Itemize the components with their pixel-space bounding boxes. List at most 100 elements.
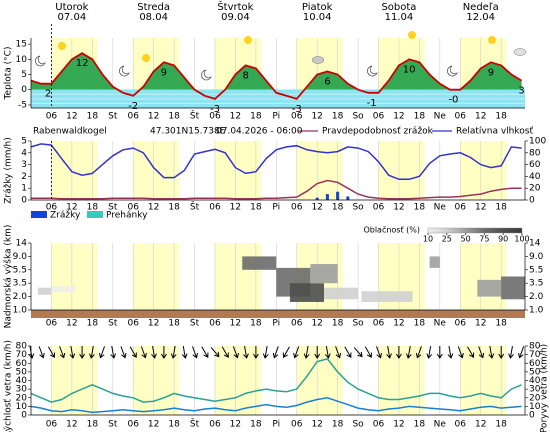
x-tick-label: St (108, 203, 118, 213)
cloud-cell (37, 287, 52, 295)
x-tick-label: 18 (495, 319, 507, 329)
x-tick-label: 12 (311, 319, 322, 329)
x-tick-label: 18 (332, 420, 344, 430)
cloud-cell (242, 256, 277, 270)
y-tick-label: 10 (16, 402, 28, 412)
y2-tick-label: 2.0 (529, 292, 544, 302)
wind-arrow (282, 346, 290, 359)
x-tick-label: 18 (87, 319, 99, 329)
series-line (30, 143, 522, 181)
wind-arrow (120, 346, 127, 359)
sun-icon (488, 36, 496, 44)
x-tick-label: 18 (250, 112, 262, 122)
y-tick-label: 0 (21, 411, 27, 421)
x-tick-label: 12 (230, 420, 241, 430)
wind-arrow (353, 347, 363, 358)
wind-arrow (426, 346, 433, 359)
precip-bar (346, 196, 350, 200)
x-tick-label: 12 (66, 319, 77, 329)
y2-tick-label: 100 (529, 137, 546, 147)
legend-label: Prehánky (106, 211, 148, 221)
temperature-label: 10 (403, 64, 416, 75)
coords: 47.301N15.738E (150, 127, 226, 137)
cloud-cell (323, 287, 359, 300)
precip-bar (336, 191, 340, 200)
x-tick-label: 18 (250, 203, 262, 213)
x-tick-label: 12 (148, 112, 159, 122)
temperature-label: 9 (161, 67, 167, 78)
x-tick-label: So (352, 112, 364, 122)
wind-arrow (210, 347, 220, 358)
y-tick-label: 0 (21, 85, 27, 95)
day-date: 10.04 (303, 12, 332, 23)
precip-bar (315, 197, 319, 200)
wind-arrow (262, 346, 269, 359)
day-name: Streda (137, 2, 170, 13)
y2-tick-label: 80 (529, 342, 541, 352)
temperature-label: 9 (488, 67, 494, 78)
y-tick-label: 15 (16, 40, 27, 50)
wind-arrow (47, 346, 56, 359)
x-tick-label: 06 (455, 420, 467, 430)
y2-tick-label: 30 (529, 385, 541, 395)
legend-swatch (31, 211, 47, 218)
wind-arrow (69, 346, 76, 359)
legend-swatch (87, 211, 103, 218)
x-tick-label: 18 (332, 203, 344, 213)
y-tick-label: 3.5 (13, 279, 27, 289)
wind-arrow (364, 346, 372, 359)
x-tick-label: 18 (332, 112, 344, 122)
wind-arrow (232, 346, 239, 359)
x-tick-label: Pi (272, 203, 280, 213)
x-tick-label: 18 (168, 319, 180, 329)
wind-arrow (498, 346, 505, 359)
y2-tick-label: 60 (529, 359, 541, 369)
wind-arrow (467, 346, 475, 359)
temperature-line (30, 52, 523, 100)
x-tick-label: St (108, 112, 118, 122)
x-tick-label: 06 (455, 319, 467, 329)
y-tick-label: 5 (21, 70, 27, 80)
temperature-label: -3 (292, 104, 302, 115)
x-tick-label: 06 (291, 112, 303, 122)
x-tick-label: 18 (87, 112, 99, 122)
x-tick-label: So (352, 319, 364, 329)
wind-arrow (89, 346, 95, 359)
cloud-cell (51, 285, 76, 293)
cloud-icon (311, 56, 325, 64)
wind-arrow (293, 346, 300, 359)
x-tick-label: 06 (46, 112, 58, 122)
x-tick-label: 12 (66, 420, 77, 430)
ground (31, 310, 525, 318)
run-time: 07.04.2026 - 06:00 (216, 127, 303, 137)
wind-arrow (160, 346, 167, 359)
sun-icon (408, 31, 416, 39)
x-tick-label: St (108, 420, 118, 430)
y-tick-label: 1 (21, 184, 27, 194)
y-tick-label: -5 (18, 100, 27, 110)
precip-bar (325, 194, 329, 200)
x-tick-label: 06 (127, 420, 139, 430)
y-axis-label: Rýchlosť vetra (km/h) (4, 340, 14, 432)
wind-arrow (110, 346, 117, 359)
x-tick-label: 06 (373, 319, 385, 329)
daylight-band (133, 346, 180, 415)
y-tick-label: 5.5 (13, 265, 27, 275)
moon-icon (367, 65, 378, 77)
wind-arrow (324, 346, 331, 359)
y-tick-label: 2 (21, 172, 27, 182)
x-tick-label: 18 (495, 420, 507, 430)
x-tick-label: 12 (66, 203, 77, 213)
y2-tick-label: 3.5 (529, 279, 543, 289)
x-tick-label: Pi (272, 112, 280, 122)
x-tick-label: 06 (209, 420, 221, 430)
x-tick-label: 06 (127, 203, 139, 213)
day-name: Štvrtok (217, 0, 253, 13)
wind-arrow (170, 346, 177, 359)
x-tick-label: 18 (495, 112, 507, 122)
y-axis-label: Nadmorská výška (km) (3, 225, 14, 329)
y2-tick-label: 0 (529, 196, 535, 206)
x-tick-label: 12 (393, 420, 404, 430)
wind-arrow (79, 346, 86, 359)
x-tick-label: 06 (46, 420, 58, 430)
